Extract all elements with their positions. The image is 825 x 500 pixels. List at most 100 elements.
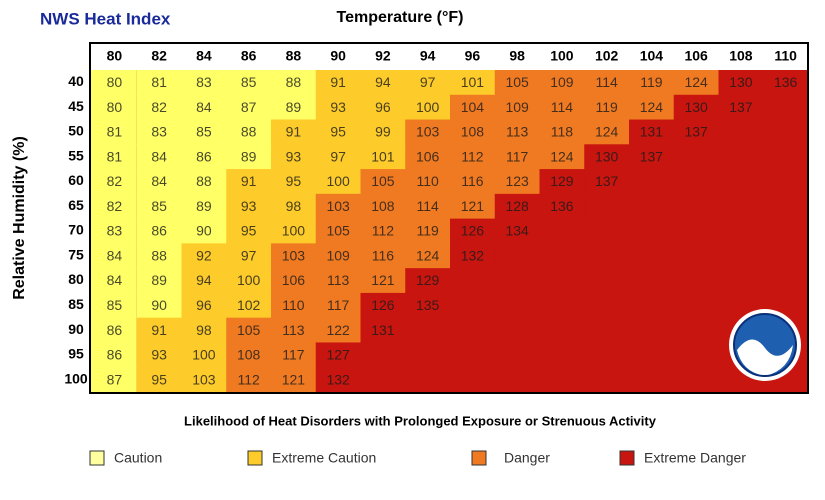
- cell-value: 88: [241, 124, 257, 140]
- cell-value: 86: [151, 223, 167, 239]
- cell-bg: [315, 218, 361, 244]
- cell-value: 100: [282, 223, 306, 239]
- cell-value: 84: [196, 99, 212, 115]
- legend-swatch: [619, 450, 635, 466]
- cells: 80 82 84 86 88 90 92 94 96 98 100 102 104 106 108 110 40…: [64, 43, 809, 393]
- cell-value: 127: [326, 347, 350, 363]
- legend-swatch: [247, 450, 263, 466]
- cell-bg: [226, 292, 272, 319]
- cell-bg: [90, 342, 137, 368]
- cell-value: 117: [506, 148, 529, 164]
- header-bg: [90, 43, 808, 70]
- cell-value: 132: [326, 371, 350, 387]
- cell-value: 129: [550, 173, 574, 189]
- x-axis-label: Temperature (°F): [336, 9, 463, 26]
- cell-bg: [181, 94, 227, 121]
- cell-bg: [405, 70, 451, 96]
- cell-value: 87: [107, 371, 123, 387]
- cell-bg: [494, 94, 540, 121]
- cell-bg: [405, 193, 451, 220]
- cell-value: 100: [416, 99, 440, 115]
- cell-bg: [136, 169, 182, 195]
- cell-bg: [315, 342, 361, 368]
- cell-bg: [226, 218, 272, 244]
- cell-value: 106: [416, 148, 440, 164]
- cell-bg: [539, 119, 585, 145]
- cell-value: 103: [326, 198, 350, 214]
- cell-bg: [494, 144, 540, 170]
- cell-value: 91: [151, 322, 167, 338]
- cell-bg: [136, 268, 182, 294]
- column-header: 90: [330, 48, 346, 64]
- cell-bg: [450, 218, 496, 244]
- cell-bg: [315, 268, 361, 294]
- legend-label: Caution: [114, 450, 162, 466]
- cell-value: 100: [192, 347, 216, 363]
- cell-bg: [136, 317, 182, 343]
- logo-bird: [737, 339, 793, 376]
- cell-bg: [226, 169, 272, 195]
- cell-value: 86: [107, 347, 123, 363]
- cell-bg: [271, 70, 317, 96]
- cell-value: 121: [461, 198, 485, 214]
- cell-value: 117: [282, 347, 305, 363]
- cell-value: 102: [237, 297, 261, 313]
- cell-bg: [181, 119, 227, 145]
- cell-bg: [494, 218, 540, 244]
- cell-value: 85: [196, 124, 212, 140]
- cell-bg: [90, 94, 137, 121]
- column-header: 104: [640, 48, 664, 64]
- cell-value: 137: [684, 124, 708, 140]
- cell-bg: [673, 94, 719, 121]
- cell-value: 110: [416, 173, 439, 189]
- cell-bg: [226, 94, 272, 121]
- cell-bg: [360, 268, 406, 294]
- cell-value: 94: [375, 74, 391, 90]
- cell-bg: [405, 144, 451, 170]
- cell-bg: [226, 367, 272, 393]
- cell-value: 124: [550, 148, 574, 164]
- cell-bg: [181, 218, 227, 244]
- cell-bg: [315, 119, 361, 145]
- cell-value: 119: [416, 223, 439, 239]
- cell-value: 103: [282, 247, 306, 263]
- cell-bg: [584, 144, 630, 170]
- cell-value: 99: [375, 124, 391, 140]
- cell-bg: [360, 317, 406, 343]
- cell-value: 124: [640, 99, 664, 115]
- row-header: 65: [68, 197, 84, 213]
- cell-bg: [315, 243, 361, 269]
- cell-value: 84: [151, 173, 167, 189]
- column-header: 98: [509, 48, 525, 64]
- y-axis-label: Relative Humidity (%): [11, 136, 28, 300]
- cell-bg: [136, 94, 182, 121]
- cell-bg: [450, 94, 496, 121]
- row-header: 70: [68, 222, 84, 238]
- cell-value: 100: [237, 272, 261, 288]
- cell-bg: [405, 94, 451, 121]
- cell-value: 131: [640, 124, 664, 140]
- cell-bg: [136, 243, 182, 269]
- legend-swatch: [471, 450, 487, 466]
- cell-bg: [271, 342, 317, 368]
- cell-bg: [271, 218, 317, 244]
- cell-bg: [271, 268, 317, 294]
- cell-bg: [405, 268, 451, 294]
- cell-bg: [450, 119, 496, 145]
- cell-value: 86: [107, 322, 123, 338]
- cell-bg: [90, 70, 137, 96]
- cell-bg: [494, 70, 540, 96]
- cell-value: 80: [107, 99, 123, 115]
- cell-bg: [405, 243, 451, 269]
- cell-bg: [181, 144, 227, 170]
- cell-bg: [181, 292, 227, 319]
- cell-value: 105: [326, 223, 350, 239]
- cell-value: 98: [286, 198, 302, 214]
- cell-value: 114: [416, 198, 439, 214]
- cell-value: 113: [282, 322, 305, 338]
- cell-value: 114: [595, 74, 618, 90]
- row-header: 45: [68, 98, 84, 114]
- cell-value: 89: [196, 198, 212, 214]
- cell-bg: [360, 169, 406, 195]
